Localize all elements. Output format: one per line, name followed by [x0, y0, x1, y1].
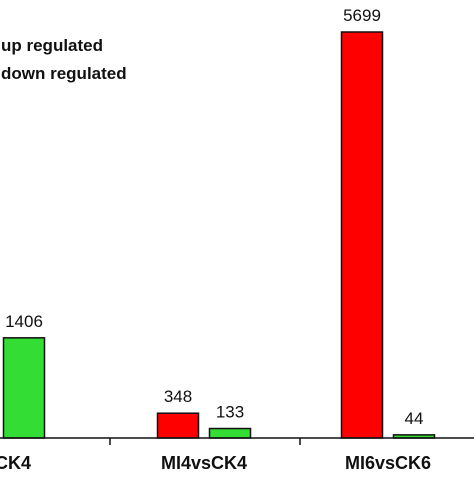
bar-mi4vsck4-down-regulated: [208, 427, 252, 439]
bar-mi4vsck4-up-regulated: [156, 412, 200, 439]
bar-mi2vsck4-down-regulated: [2, 337, 46, 439]
x-axis-tick-labels: 6vsCK4 MI4vsCK4 MI6vsCK6: [0, 453, 431, 473]
data-label-mi4vsck4-down-regulated: 133: [216, 403, 244, 422]
bar-mi6vsck6-up-regulated: [340, 31, 384, 439]
data-label-mi4vsck4-up-regulated: 348: [164, 387, 192, 406]
legend: up regulated down regulated: [1, 36, 127, 83]
legend-label-up-regulated: up regulated: [1, 36, 103, 55]
data-label-mi6vsck6-up-regulated: 5699: [343, 6, 381, 25]
legend-label-down-regulated: down regulated: [1, 64, 127, 83]
x-tick-label-mi6vsck6: MI6vsCK6: [345, 453, 431, 473]
x-tick-label-mi4vsck4: MI4vsCK4: [161, 453, 247, 473]
data-label-mi2vsck4-down-regulated: 1406: [5, 312, 43, 331]
x-axis-ticks: [109, 438, 301, 445]
x-tick-label-mi2vsck4: 6vsCK4: [0, 453, 31, 473]
data-label-mi6vsck6-down-regulated: 44: [405, 409, 424, 428]
